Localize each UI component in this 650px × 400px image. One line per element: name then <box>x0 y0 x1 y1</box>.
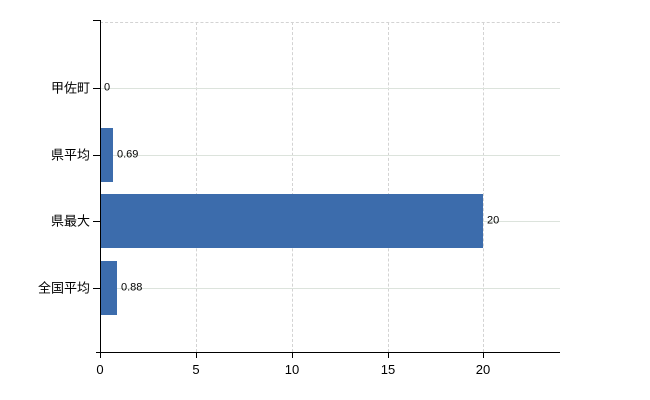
x-axis-tick <box>100 352 101 358</box>
x-axis-tick-label: 15 <box>380 362 396 377</box>
vertical-gridline <box>196 22 197 352</box>
category-label: 全国平均 <box>37 280 90 296</box>
x-axis-tick-label: 20 <box>475 362 491 377</box>
vertical-gridline <box>292 22 293 352</box>
horizontal-gridline <box>100 88 560 89</box>
y-axis-tick <box>93 155 100 156</box>
bar <box>100 261 117 315</box>
horizontal-gridline <box>100 288 560 289</box>
x-axis-tick-label: 0 <box>96 362 104 377</box>
x-axis-tick <box>483 352 484 358</box>
y-axis-line <box>100 20 101 352</box>
x-axis-tick-label: 10 <box>284 362 300 377</box>
x-axis-line <box>96 352 560 353</box>
value-label: 0.69 <box>117 148 139 161</box>
category-label: 県平均 <box>50 147 90 163</box>
y-axis-tick <box>93 288 100 289</box>
horizontal-gridline <box>100 155 560 156</box>
x-axis-tick-label: 5 <box>192 362 200 377</box>
bar <box>100 194 483 248</box>
x-axis-tick <box>196 352 197 358</box>
value-label: 0.88 <box>121 281 143 294</box>
value-label: 20 <box>487 214 500 227</box>
y-axis-tick <box>93 221 100 222</box>
y-axis-tick <box>93 88 100 89</box>
plot-top-border <box>100 22 560 23</box>
y-axis-top-tick <box>93 20 100 21</box>
vertical-gridline <box>483 22 484 352</box>
x-axis-tick <box>388 352 389 358</box>
category-label: 県最大 <box>50 213 90 229</box>
x-axis-tick <box>292 352 293 358</box>
vertical-gridline <box>388 22 389 352</box>
bar <box>100 128 113 182</box>
value-label: 0 <box>104 81 111 94</box>
category-label: 甲佐町 <box>50 80 90 96</box>
